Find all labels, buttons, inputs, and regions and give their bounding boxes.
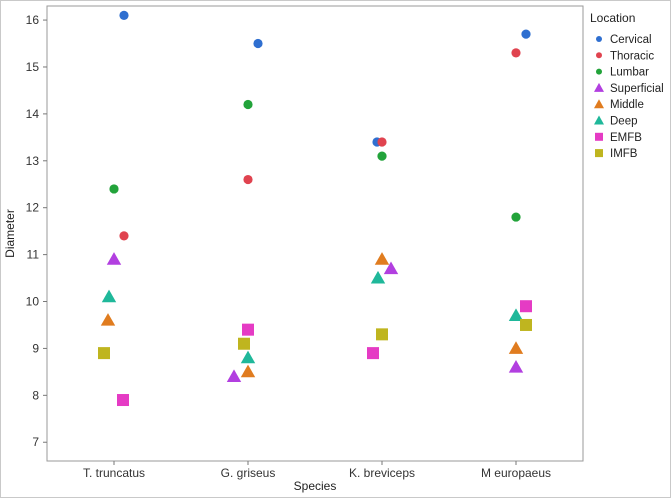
y-tick-label: 15 bbox=[26, 60, 40, 74]
legend-label-cervical: Cervical bbox=[610, 34, 652, 46]
legend-marker-thoracic bbox=[596, 52, 602, 59]
point-thoracic-k-breviceps bbox=[377, 137, 387, 147]
legend-marker-emfb bbox=[595, 132, 603, 141]
legend-label-middle: Middle bbox=[610, 99, 644, 111]
point-middle-g-griseus bbox=[240, 364, 256, 378]
point-thoracic-m-europaeus bbox=[511, 48, 521, 58]
x-tick-label: K. breviceps bbox=[349, 466, 415, 480]
y-tick-label: 11 bbox=[27, 248, 40, 262]
point-lumbar-m-europaeus bbox=[511, 212, 521, 222]
point-deep-m-europaeus bbox=[508, 308, 524, 321]
plot-border bbox=[46, 5, 584, 462]
y-tick-label: 16 bbox=[26, 13, 40, 27]
point-middle-k-breviceps bbox=[374, 252, 390, 265]
y-tick-label: 10 bbox=[26, 295, 40, 309]
point-superficial-m-europaeus bbox=[508, 359, 524, 373]
point-imfb-g-griseus bbox=[238, 337, 250, 350]
point-deep-t-truncatus bbox=[101, 289, 117, 303]
point-thoracic-g-griseus bbox=[243, 174, 253, 185]
point-thoracic-t-truncatus bbox=[119, 231, 129, 241]
point-superficial-g-griseus bbox=[226, 369, 242, 382]
point-deep-k-breviceps bbox=[370, 270, 386, 284]
point-lumbar-g-griseus bbox=[243, 99, 253, 110]
legend-marker-superficial bbox=[594, 82, 604, 92]
point-superficial-k-breviceps bbox=[383, 261, 399, 275]
y-tick-label: 13 bbox=[26, 154, 40, 168]
y-tick-label: 12 bbox=[26, 201, 40, 215]
y-tick-label: 9 bbox=[32, 341, 39, 355]
legend-label-thoracic: Thoracic bbox=[610, 50, 654, 62]
legend-marker-imfb bbox=[595, 149, 603, 158]
point-deep-g-griseus bbox=[240, 350, 256, 364]
legend-marker-middle bbox=[594, 99, 604, 109]
x-axis-title: Species bbox=[294, 479, 337, 493]
point-imfb-t-truncatus bbox=[98, 347, 110, 360]
axes: 7 8 9 10 11 12 13 14 15 16 T. truncatus G. griseus K… bbox=[3, 13, 551, 493]
x-tick-label: M europaeus bbox=[481, 466, 551, 480]
y-tick-label: 14 bbox=[26, 107, 40, 121]
legend-label-imfb: IMFB bbox=[610, 148, 638, 160]
point-cervical-t-truncatus bbox=[119, 10, 129, 20]
point-lumbar-k-breviceps bbox=[377, 151, 387, 161]
legend-label-emfb: EMFB bbox=[610, 132, 642, 144]
legend-marker-deep bbox=[594, 115, 604, 125]
point-middle-m-europaeus bbox=[508, 341, 524, 354]
x-tick-label: G. griseus bbox=[221, 466, 276, 480]
y-axis-title: Diameter bbox=[3, 209, 17, 258]
legend: Location Cervical Thoracic Lumbar Superficia… bbox=[590, 11, 664, 160]
legend-marker-cervical bbox=[596, 36, 602, 42]
data-points bbox=[98, 10, 532, 407]
point-emfb-g-griseus bbox=[242, 323, 254, 336]
legend-marker-lumbar bbox=[596, 68, 602, 75]
point-imfb-k-breviceps bbox=[376, 328, 388, 341]
y-tick-label: 7 bbox=[32, 435, 39, 449]
point-emfb-m-europaeus bbox=[520, 300, 532, 313]
point-middle-t-truncatus bbox=[100, 313, 116, 326]
legend-label-lumbar: Lumbar bbox=[610, 67, 649, 79]
point-lumbar-t-truncatus bbox=[109, 184, 119, 194]
point-superficial-t-truncatus bbox=[106, 252, 122, 265]
y-tick-label: 8 bbox=[32, 388, 39, 402]
legend-title: Location bbox=[590, 11, 635, 25]
x-tick-label: T. truncatus bbox=[83, 466, 145, 480]
point-cervical-g-griseus bbox=[253, 38, 263, 49]
point-emfb-k-breviceps bbox=[367, 347, 379, 360]
point-imfb-m-europaeus bbox=[520, 318, 532, 331]
point-emfb-t-truncatus bbox=[117, 394, 129, 407]
legend-label-superficial: Superficial bbox=[610, 83, 664, 95]
legend-label-deep: Deep bbox=[610, 116, 638, 128]
point-cervical-m-europaeus bbox=[521, 29, 531, 39]
plot-area bbox=[46, 5, 584, 462]
